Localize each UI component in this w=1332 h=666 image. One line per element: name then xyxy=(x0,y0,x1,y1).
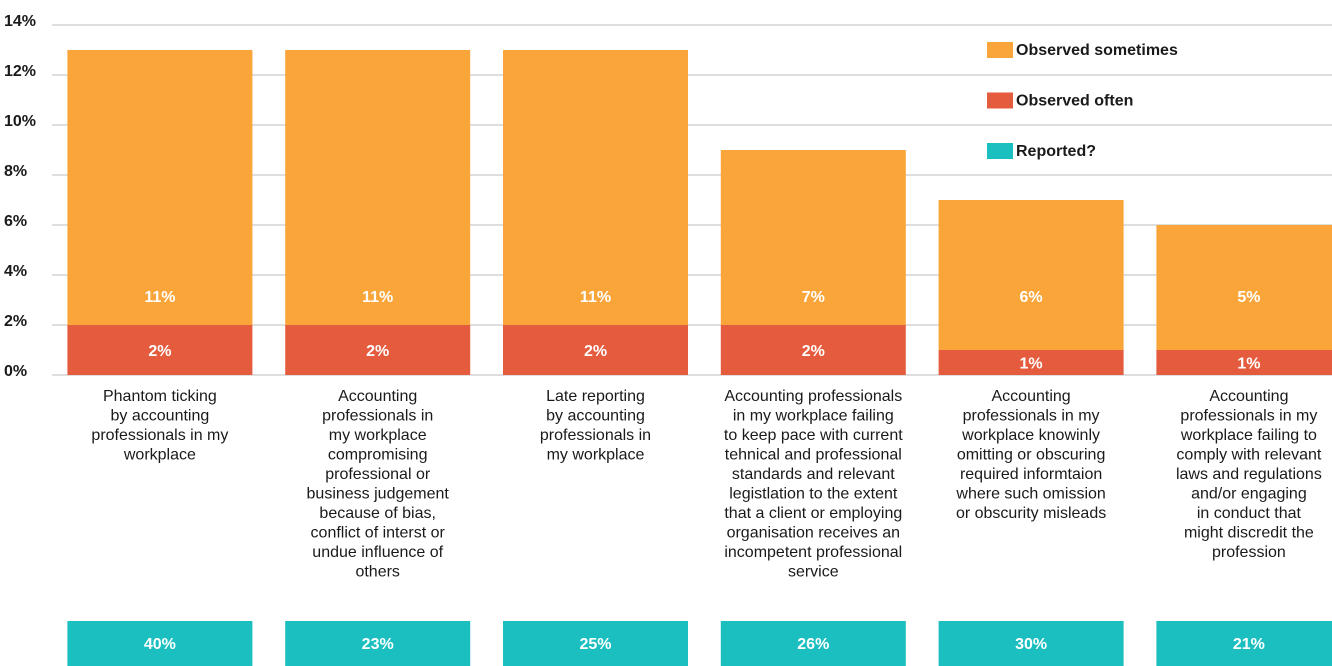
value-label: 1% xyxy=(1237,356,1260,373)
bar-segment xyxy=(720,150,906,325)
value-label: 25% xyxy=(579,636,611,653)
legend-label: Observed sometimes xyxy=(1016,42,1178,59)
bar-segment xyxy=(285,50,471,325)
reported-box xyxy=(1156,621,1332,666)
legend-swatch xyxy=(987,92,1013,109)
y-tick-label: 12% xyxy=(4,63,36,80)
y-tick-label: 8% xyxy=(4,163,27,180)
value-label: 5% xyxy=(1237,289,1260,306)
y-tick-label: 6% xyxy=(4,213,27,230)
reported-box xyxy=(938,621,1124,666)
y-tick-label: 4% xyxy=(4,263,27,280)
legend-swatch xyxy=(987,143,1013,159)
bar-segment xyxy=(503,325,688,375)
value-label: 2% xyxy=(366,343,389,360)
value-label: 11% xyxy=(144,289,175,306)
value-label: 2% xyxy=(148,343,171,360)
y-tick-label: 2% xyxy=(4,313,27,330)
x-tick-label: Accounting professionals in my workplace co… xyxy=(307,388,450,581)
value-label: 11% xyxy=(580,289,611,306)
reported-box xyxy=(503,621,688,666)
bar-segment xyxy=(1156,225,1332,350)
x-tick-label: Accounting professionals in my workplace … xyxy=(724,388,903,581)
bar-segment xyxy=(1156,350,1332,375)
bar-segment xyxy=(938,200,1124,350)
value-label: 21% xyxy=(1233,636,1265,653)
value-label: 30% xyxy=(1015,636,1047,653)
x-tick-label: Accounting professionals in my workplace f… xyxy=(1176,388,1322,561)
bar-segment xyxy=(67,50,253,325)
value-label: 6% xyxy=(1020,289,1043,306)
y-tick-label: 0% xyxy=(4,363,27,380)
bar-segment xyxy=(67,325,253,375)
value-label: 23% xyxy=(362,636,394,653)
value-label: 2% xyxy=(584,343,607,360)
x-tick-label: Late reporting by accounting professionals… xyxy=(540,388,651,464)
value-label: 26% xyxy=(797,636,829,653)
reported-box xyxy=(720,621,906,666)
value-label: 1% xyxy=(1020,356,1043,373)
x-tick-label: Accounting professionals in my workplace k… xyxy=(955,388,1106,522)
y-tick-label: 14% xyxy=(4,13,36,30)
legend-swatch xyxy=(987,42,1013,58)
reported-box xyxy=(67,621,253,666)
legend-label: Reported? xyxy=(1016,143,1096,160)
bar-segment xyxy=(503,50,688,325)
value-label: 11% xyxy=(362,289,393,306)
bar-segment xyxy=(938,350,1124,375)
legend-label: Observed often xyxy=(1016,93,1133,110)
bar-segment xyxy=(720,325,906,375)
bar-segment xyxy=(285,325,471,375)
value-label: 2% xyxy=(802,343,825,360)
y-tick-label: 10% xyxy=(4,113,36,130)
x-tick-label: Phantom ticking by accounting professional… xyxy=(91,388,228,464)
value-label: 7% xyxy=(802,289,825,306)
value-label: 40% xyxy=(144,636,176,653)
reported-box xyxy=(285,621,471,666)
